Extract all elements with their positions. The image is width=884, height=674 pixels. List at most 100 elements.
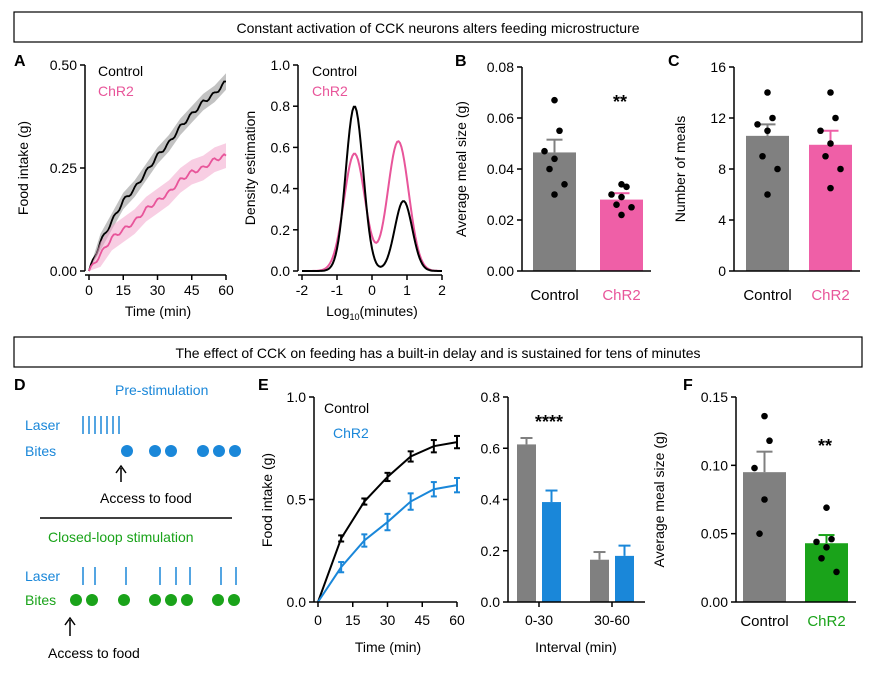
e1-x-tick-label: 30 (380, 612, 396, 628)
c-bar-control (746, 135, 789, 271)
a1-band-chr2 (89, 143, 226, 271)
b-y-tick-label: 0.06 (487, 110, 514, 126)
e1-x-tick-label: 0 (314, 612, 322, 628)
a2-x-tick-label: -1 (331, 282, 344, 298)
f-point (823, 544, 830, 551)
c-point (774, 165, 781, 173)
f-point (756, 530, 763, 537)
chart-b: Control ChR2 0.00 0.02 0.04 0.06 0.08 Average m… (453, 59, 651, 304)
e2-y-tick-label: 0.6 (481, 440, 501, 456)
pre-access-label: Access to food (100, 490, 192, 506)
e1-y-tick-label: 0.5 (287, 492, 307, 508)
f-point (828, 535, 835, 543)
f-category-label: Control (740, 613, 788, 630)
f-point (761, 412, 768, 420)
pre-access-arrow (115, 464, 127, 482)
c-point (764, 127, 771, 135)
chart-e1: 0.0 0.5 1.0 0 15 30 45 60 Time (min) Food intake … (259, 389, 465, 655)
f-y-tick-label: 0.15 (701, 389, 728, 405)
f-y-tick-label: 0.10 (701, 457, 728, 473)
a1-x-tick-label: 45 (184, 282, 200, 298)
chart-f: Control ChR2 0.00 0.05 0.10 0.15 Average meal … (651, 389, 856, 630)
b-bar-chr2 (600, 199, 643, 271)
closed-bite-dot (165, 594, 177, 606)
closed-bite-dot (70, 594, 82, 606)
c-point (832, 114, 839, 122)
bottom-header-box (13, 336, 863, 368)
panel-letter-a: A (14, 53, 26, 70)
f-bar-chr2 (805, 543, 848, 602)
a2-x-tick-label: -2 (296, 282, 309, 298)
e1-legend-chr2: ChR2 (333, 425, 369, 441)
c-y-tick-label: 12 (710, 110, 726, 126)
c-point (769, 114, 776, 122)
a1-x-label: Time (min) (125, 303, 191, 319)
b-category-label: ChR2 (602, 287, 640, 304)
f-point (761, 496, 768, 503)
f-point (813, 538, 820, 546)
e2-bar-chr2 (615, 555, 634, 602)
closed-laser-pulses (82, 567, 237, 585)
f-bar-control (743, 472, 786, 602)
b-point (551, 96, 558, 104)
f-point (823, 504, 830, 512)
a2-x-tick-label: 2 (438, 282, 446, 298)
c-y-tick-label: 0 (718, 263, 726, 279)
chart-a2: 0.0 0.2 0.4 0.6 0.8 1.0 -2 -1 0 1 2 Log10(minutes) D… (242, 57, 446, 322)
chart-c: Control ChR2 0 4 8 12 16 Number of meals (672, 59, 860, 304)
c-point (837, 165, 844, 173)
e2-bar-chr2 (542, 502, 561, 602)
e2-y-tick-label: 0.0 (481, 594, 501, 610)
closed-bite-dot (228, 594, 240, 606)
b-point (551, 155, 558, 163)
e2-bar-control (517, 444, 536, 602)
a2-y-tick-label: 0.8 (271, 98, 291, 114)
e2-x-label: Interval (min) (535, 639, 617, 655)
closed-access-label: Access to food (48, 645, 140, 661)
bottom-header-text: The effect of CCK on feeding has a built… (175, 345, 700, 361)
f-point (818, 554, 825, 562)
a2-legend-control: Control (312, 63, 357, 79)
a2-y-tick-label: 0.4 (271, 181, 291, 197)
a1-legend-control: Control (98, 63, 143, 79)
c-point (817, 127, 824, 135)
closed-bites-label: Bites (25, 592, 56, 608)
e1-x-label: Time (min) (355, 639, 421, 655)
f-y-tick-label: 0.05 (701, 526, 728, 542)
panel-letter-b: B (455, 53, 467, 70)
b-point (618, 211, 625, 219)
c-point (827, 184, 834, 192)
c-bar-chr2 (809, 144, 852, 271)
pre-bite-dot (121, 445, 133, 457)
b-point (541, 147, 548, 155)
a1-y-tick-label: 0.25 (50, 160, 77, 176)
b-bar-control (533, 152, 576, 271)
closed-bite-dot (181, 594, 193, 606)
c-point (754, 121, 761, 128)
e1-x-tick-label: 45 (414, 612, 430, 628)
e1-x-tick-label: 60 (449, 612, 465, 628)
f-point (751, 464, 758, 472)
f-category-label: ChR2 (807, 613, 845, 630)
closed-laser-label: Laser (25, 568, 60, 584)
a1-band-control (89, 73, 226, 272)
e1-y-tick-label: 1.0 (287, 389, 307, 405)
closed-bite-dot (86, 594, 98, 606)
a2-y-tick-label: 0.2 (271, 222, 291, 238)
closed-loop-title: Closed-loop stimulation (48, 529, 194, 545)
closed-bite-dot (118, 594, 130, 606)
panel-letter-c: C (668, 53, 680, 70)
f-y-label: Average meal size (g) (651, 432, 667, 568)
a1-line-control (88, 80, 227, 272)
panel-letter-f: F (683, 377, 693, 394)
b-point (618, 193, 625, 201)
e1-y-tick-label: 0.0 (287, 594, 307, 610)
e1-y-label: Food intake (g) (259, 453, 275, 547)
b-y-label: Average meal size (g) (453, 101, 469, 237)
b-category-label: Control (530, 287, 578, 304)
b-point (628, 203, 635, 211)
b-point (556, 127, 563, 135)
a2-y-tick-label: 0.0 (271, 263, 291, 279)
